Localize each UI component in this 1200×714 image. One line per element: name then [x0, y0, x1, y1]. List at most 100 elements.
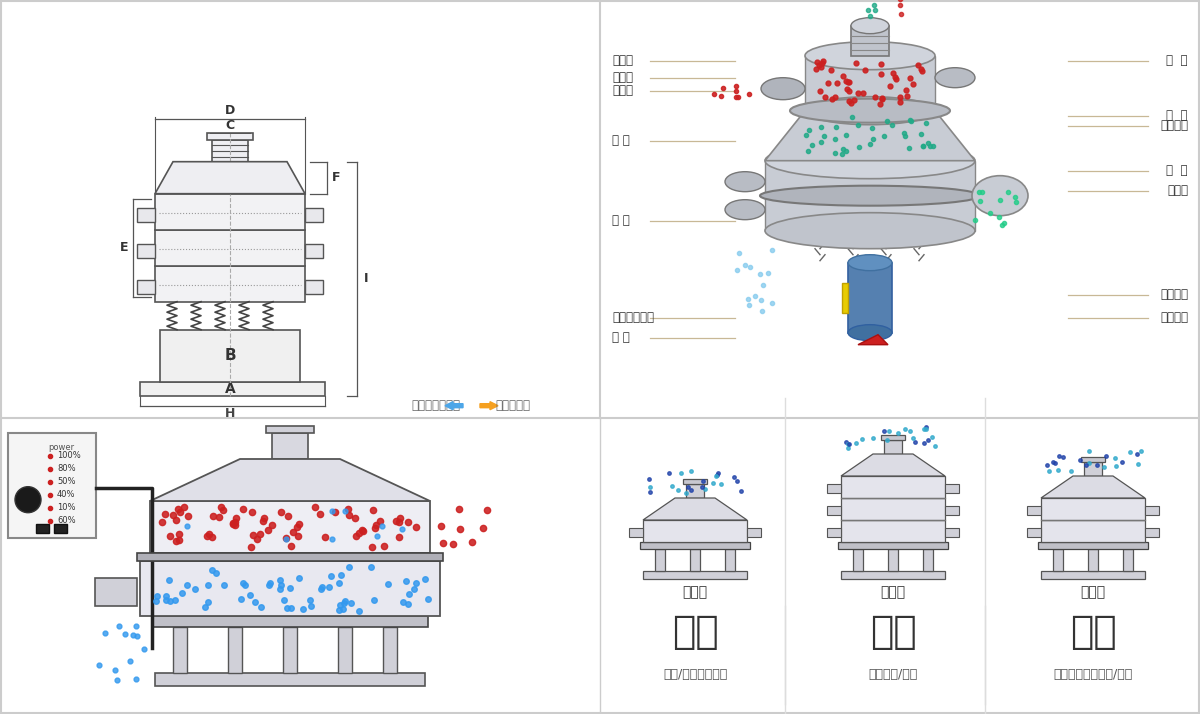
Bar	[884, 440, 902, 454]
Bar	[643, 520, 746, 542]
Bar	[1145, 506, 1159, 515]
Bar	[946, 528, 959, 537]
Bar	[208, 133, 253, 140]
Text: 弹 簧: 弹 簧	[612, 214, 630, 227]
Text: 颗粒/粉末准确分级: 颗粒/粉末准确分级	[662, 668, 727, 680]
Bar	[827, 528, 841, 537]
Bar	[305, 243, 323, 258]
Bar	[848, 263, 892, 333]
Bar	[95, 578, 137, 606]
Ellipse shape	[805, 96, 935, 125]
Bar	[155, 673, 425, 686]
Text: 单层式: 单层式	[683, 585, 708, 599]
Bar	[805, 56, 935, 111]
Text: D: D	[224, 104, 235, 117]
Bar	[155, 266, 305, 302]
Text: H: H	[224, 407, 235, 421]
Text: 防尘盖: 防尘盖	[612, 71, 634, 84]
Bar	[686, 484, 704, 498]
Bar	[1088, 549, 1098, 571]
Bar	[8, 433, 96, 538]
Text: 分级: 分级	[672, 613, 719, 651]
Ellipse shape	[725, 200, 766, 220]
Text: 进料口: 进料口	[612, 54, 634, 67]
Ellipse shape	[760, 186, 980, 206]
Text: 机 座: 机 座	[612, 331, 630, 344]
Ellipse shape	[790, 99, 950, 123]
Bar	[827, 506, 841, 515]
Bar	[155, 193, 305, 230]
Bar	[1042, 520, 1145, 542]
Bar	[54, 523, 67, 533]
Bar	[851, 26, 889, 56]
Text: C: C	[226, 119, 234, 132]
Bar	[1123, 549, 1133, 571]
Bar	[946, 506, 959, 515]
Bar	[305, 280, 323, 293]
Bar	[212, 140, 248, 161]
Text: F: F	[331, 171, 341, 184]
Bar	[923, 549, 934, 571]
Text: 加重块: 加重块	[1166, 184, 1188, 197]
Bar	[640, 542, 750, 549]
Ellipse shape	[972, 176, 1028, 216]
Bar	[140, 382, 325, 396]
Bar	[841, 571, 946, 579]
Polygon shape	[150, 459, 430, 501]
Ellipse shape	[766, 213, 974, 248]
Text: 过滤: 过滤	[870, 613, 917, 651]
Bar	[1038, 542, 1148, 549]
Bar	[283, 627, 298, 673]
Bar	[140, 561, 440, 616]
Text: 100%: 100%	[58, 451, 80, 461]
Bar	[1054, 549, 1063, 571]
Bar	[881, 435, 905, 440]
Bar	[725, 549, 734, 571]
Bar	[1027, 528, 1042, 537]
Bar	[228, 627, 242, 673]
Bar	[152, 616, 428, 627]
Text: 三层式: 三层式	[881, 585, 906, 599]
FancyArrow shape	[445, 402, 463, 410]
Text: 60%: 60%	[58, 516, 76, 526]
Bar	[137, 553, 443, 561]
Bar	[338, 627, 352, 673]
Text: 外形尺寸示意图: 外形尺寸示意图	[410, 399, 460, 412]
Text: 振动电机: 振动电机	[1160, 288, 1188, 301]
Text: 双层式: 双层式	[1080, 585, 1105, 599]
Ellipse shape	[935, 68, 974, 88]
Bar	[746, 528, 761, 537]
Bar	[137, 243, 155, 258]
Text: 结构示意图: 结构示意图	[496, 399, 530, 412]
Circle shape	[14, 487, 41, 513]
Bar	[643, 571, 746, 579]
Ellipse shape	[761, 78, 805, 100]
Ellipse shape	[725, 171, 766, 191]
Text: A: A	[224, 382, 235, 396]
Text: 运输固定螺栓: 运输固定螺栓	[612, 311, 654, 324]
Text: 出料口: 出料口	[612, 84, 634, 97]
Bar	[137, 208, 155, 221]
Bar	[1042, 498, 1145, 520]
Bar	[838, 542, 948, 549]
Bar	[266, 426, 314, 433]
Ellipse shape	[766, 143, 974, 178]
Text: 下部重锤: 下部重锤	[1160, 311, 1188, 324]
Bar	[1145, 528, 1159, 537]
Polygon shape	[643, 498, 746, 520]
Text: 上部重锤: 上部重锤	[1160, 119, 1188, 132]
Bar	[1042, 571, 1145, 579]
Bar	[827, 484, 841, 493]
Text: 50%: 50%	[58, 477, 76, 486]
Text: 除杂: 除杂	[1069, 613, 1116, 651]
Bar	[690, 549, 700, 571]
Bar	[946, 484, 959, 493]
Bar	[655, 549, 665, 571]
Bar	[683, 479, 707, 484]
Bar	[137, 280, 155, 293]
Ellipse shape	[848, 255, 892, 271]
Text: 去除异物/结块: 去除异物/结块	[869, 668, 918, 680]
Polygon shape	[766, 111, 974, 161]
Bar	[1027, 506, 1042, 515]
Text: 筛  网: 筛 网	[1166, 54, 1188, 67]
